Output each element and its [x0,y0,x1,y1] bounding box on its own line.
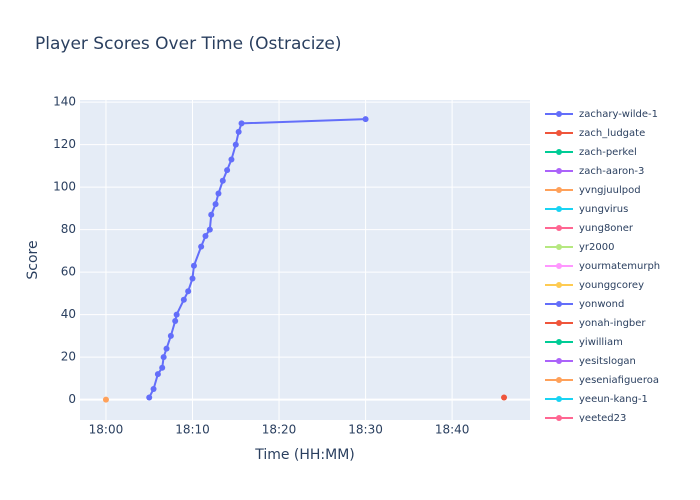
legend-label: yeseniafigueroa [579,375,659,386]
x-tick-label: 18:00 [89,423,124,437]
legend-label: yonah-ingber [579,318,646,329]
data-point [232,141,239,148]
data-point [150,385,157,392]
legend-label: yourmatemurph [579,261,660,272]
x-tick-label: 18:40 [435,423,470,437]
legend-marker [556,339,562,345]
data-point [173,311,180,318]
y-tick-label: 60 [61,265,76,279]
legend-label: zach-aaron-3 [579,166,644,177]
data-point [228,156,235,163]
legend-label: zachary-wilde-1 [579,109,658,120]
data-point [224,167,231,174]
legend-label: yungvirus [579,204,628,215]
legend-marker [556,149,562,155]
data-point [190,262,197,269]
legend-marker [556,130,562,136]
data-point [172,317,179,324]
data-point [198,243,205,250]
data-point [160,354,167,361]
legend-label: zach_ludgate [579,128,645,139]
y-tick-label: 120 [53,137,76,151]
data-point [167,332,174,339]
data-point [154,371,161,378]
legend-marker [556,225,562,231]
x-tick-label: 18:30 [348,423,383,437]
data-point [362,116,369,123]
x-tick-label: 18:10 [175,423,210,437]
data-point [163,345,170,352]
y-tick-label: 100 [53,180,76,194]
legend-label: yeeun-kang-1 [579,394,648,405]
data-point [180,296,187,303]
legend-label: yr2000 [579,242,614,253]
data-point [202,232,209,239]
legend-label: younggcorey [579,280,644,291]
legend-marker [556,168,562,174]
y-tick-label: 20 [61,350,76,364]
data-point [146,394,153,401]
y-axis-label: Score [25,240,41,279]
legend-label: yonwond [579,299,624,310]
legend-marker [556,187,562,193]
legend-marker [556,415,562,421]
legend-marker [556,206,562,212]
data-point [212,201,219,208]
data-point [159,364,166,371]
legend-marker [556,358,562,364]
legend-label: yesitslogan [579,356,636,367]
chart-title: Player Scores Over Time (Ostracize) [35,34,342,54]
x-axis-label: Time (HH:MM) [254,447,355,463]
y-tick-label: 80 [61,222,76,236]
legend-label: yung8oner [579,223,634,234]
data-point [102,396,109,403]
legend-marker [556,396,562,402]
legend-marker [556,301,562,307]
plot-area [80,100,530,420]
data-point [185,288,192,295]
y-tick-label: 0 [68,392,76,406]
legend-marker [556,111,562,117]
legend-marker [556,282,562,288]
data-point [206,226,213,233]
x-tick-label: 18:20 [262,423,297,437]
y-tick-label: 40 [61,307,76,321]
data-point [208,211,215,218]
data-point [189,275,196,282]
y-tick-label: 140 [53,95,76,109]
legend-label: yiwilliam [579,337,623,348]
data-point [219,177,226,184]
legend-label: yeeted23 [579,413,626,424]
data-point [501,394,508,401]
legend-label: yvngjuulpod [579,185,641,196]
legend-marker [556,244,562,250]
legend-label: zach-perkel [579,147,637,158]
data-point [215,190,222,197]
legend-marker [556,263,562,269]
legend-marker [556,377,562,383]
data-point [238,120,245,127]
data-point [235,128,242,135]
legend-marker [556,320,562,326]
